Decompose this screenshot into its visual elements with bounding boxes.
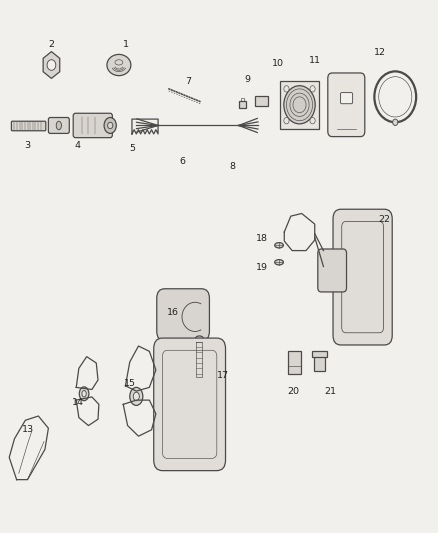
Text: 13: 13 — [21, 424, 34, 433]
Text: 1: 1 — [123, 40, 128, 49]
FancyBboxPatch shape — [73, 114, 113, 138]
Ellipse shape — [275, 260, 283, 265]
Text: 22: 22 — [378, 215, 390, 224]
Text: 20: 20 — [287, 387, 299, 397]
Circle shape — [284, 86, 315, 124]
Text: 9: 9 — [244, 75, 250, 84]
Text: 4: 4 — [74, 141, 81, 150]
Text: 5: 5 — [129, 143, 135, 152]
Ellipse shape — [107, 54, 131, 76]
FancyBboxPatch shape — [154, 338, 226, 471]
Ellipse shape — [108, 122, 113, 128]
Text: 3: 3 — [25, 141, 31, 150]
Text: 15: 15 — [124, 379, 136, 389]
FancyBboxPatch shape — [318, 249, 346, 292]
Text: 12: 12 — [374, 48, 386, 57]
Bar — [314, 352, 325, 372]
Text: 17: 17 — [217, 372, 230, 381]
Bar — [312, 351, 327, 357]
Text: 14: 14 — [71, 398, 84, 407]
FancyBboxPatch shape — [333, 209, 392, 345]
Circle shape — [284, 86, 289, 92]
Text: 10: 10 — [272, 59, 284, 68]
Text: 6: 6 — [179, 157, 185, 166]
Bar — [288, 351, 301, 374]
FancyBboxPatch shape — [157, 289, 209, 341]
Ellipse shape — [82, 391, 86, 397]
Text: 11: 11 — [309, 56, 321, 65]
Ellipse shape — [79, 387, 89, 401]
Text: 16: 16 — [167, 308, 179, 317]
Circle shape — [47, 60, 56, 70]
Bar — [239, 101, 247, 109]
Bar — [280, 81, 319, 128]
Bar — [254, 96, 268, 107]
FancyBboxPatch shape — [340, 93, 353, 104]
Ellipse shape — [104, 117, 116, 133]
Circle shape — [310, 117, 315, 124]
Text: 2: 2 — [49, 40, 54, 49]
Circle shape — [284, 117, 289, 124]
Text: 19: 19 — [256, 263, 268, 272]
Ellipse shape — [133, 392, 139, 401]
Text: 21: 21 — [324, 387, 336, 397]
FancyBboxPatch shape — [328, 73, 365, 136]
Circle shape — [310, 86, 315, 92]
Polygon shape — [43, 52, 60, 78]
Text: 18: 18 — [256, 233, 268, 243]
Bar — [241, 99, 244, 101]
Ellipse shape — [195, 336, 203, 341]
FancyBboxPatch shape — [48, 117, 69, 133]
FancyBboxPatch shape — [11, 121, 46, 131]
Circle shape — [392, 119, 398, 125]
Ellipse shape — [130, 387, 143, 406]
Text: 7: 7 — [186, 77, 191, 86]
Text: 8: 8 — [229, 162, 235, 171]
Ellipse shape — [275, 243, 283, 248]
Ellipse shape — [56, 121, 61, 130]
